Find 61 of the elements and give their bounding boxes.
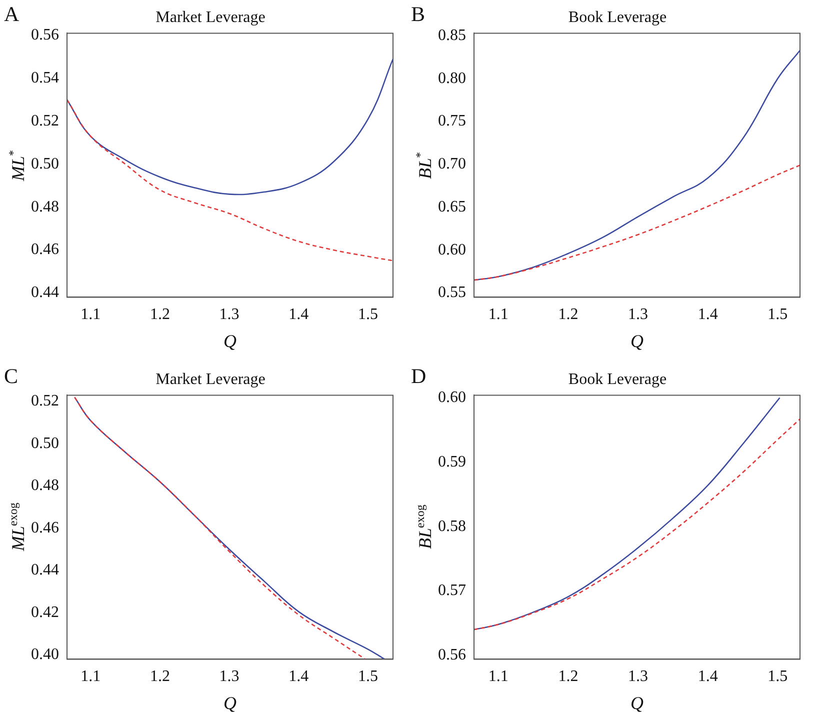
y-tick-label: 0.70 [438, 156, 466, 173]
line-series [474, 164, 800, 281]
y-tick-label: 0.40 [31, 646, 59, 664]
y-tick-label: 0.46 [31, 241, 59, 258]
x-tick-label: 1.1 [80, 668, 101, 686]
y-tick-label: 0.46 [31, 519, 59, 536]
x-tick-label: 1.3 [628, 306, 648, 324]
chart-title: Market Leverage [156, 8, 266, 26]
x-tick-label: 1.1 [488, 668, 508, 686]
x-axis-title: Q [630, 692, 644, 713]
y-tick-label: 0.80 [438, 70, 466, 87]
text: B [411, 2, 426, 27]
y-tick-label: 0.50 [31, 434, 59, 452]
chart-title: Book Leverage [568, 370, 667, 388]
y-tick-label: 0.65 [438, 198, 466, 216]
y-tick-label: 0.44 [31, 284, 59, 302]
y-tick-label: 0.57 [438, 582, 466, 600]
text: D [411, 364, 426, 389]
x-tick-label: 1.5 [358, 306, 378, 324]
y-tick-label: 0.60 [438, 388, 466, 406]
x-tick-label: 1.1 [488, 306, 508, 324]
y-tick-label: 0.59 [438, 453, 466, 470]
y-tick-label: 0.55 [438, 284, 466, 302]
x-axis-title: Q [224, 692, 236, 713]
text: A [4, 2, 20, 27]
y-tick-label: 0.75 [438, 112, 466, 130]
y-tick-label: 0.56 [438, 646, 466, 664]
x-tick-label: 1.3 [219, 668, 240, 686]
x-tick-label: 1.5 [768, 306, 788, 324]
x-axis-title: Q [224, 330, 236, 351]
y-tick-label: 0.48 [31, 477, 59, 494]
y-tick-label: 0.60 [438, 241, 466, 258]
y-tick-label: 0.44 [31, 562, 59, 579]
x-tick-label: 1.2 [558, 306, 578, 324]
x-tick-label: 1.4 [288, 668, 309, 686]
y-tick-label: 0.56 [31, 26, 59, 44]
x-tick-label: 1.3 [219, 306, 240, 324]
chart-title: Book Leverage [568, 8, 667, 26]
text: C [4, 364, 18, 389]
y-tick-label: 0.50 [31, 155, 59, 172]
x-tick-label: 1.2 [558, 668, 578, 686]
x-axis-title: Q [630, 330, 644, 351]
y-tick-label: 0.52 [31, 392, 59, 410]
y-tick-label: 0.85 [438, 26, 466, 44]
x-tick-label: 1.5 [358, 668, 378, 686]
x-tick-label: 1.1 [80, 306, 101, 324]
chart-title: Market Leverage [156, 370, 266, 388]
x-tick-label: 1.2 [150, 668, 170, 686]
y-tick-label: 0.54 [31, 69, 59, 86]
x-tick-label: 1.4 [288, 306, 309, 324]
line-series [67, 99, 393, 262]
x-tick-label: 1.4 [698, 306, 718, 324]
line-series [67, 58, 393, 196]
x-tick-label: 1.5 [768, 668, 788, 686]
x-tick-label: 1.3 [628, 668, 648, 686]
y-tick-label: 0.42 [31, 604, 59, 621]
y-tick-label: 0.58 [438, 518, 466, 535]
x-tick-label: 1.4 [698, 668, 718, 686]
y-tick-label: 0.48 [31, 198, 59, 216]
y-tick-label: 0.52 [31, 112, 59, 130]
x-tick-label: 1.2 [150, 306, 170, 324]
